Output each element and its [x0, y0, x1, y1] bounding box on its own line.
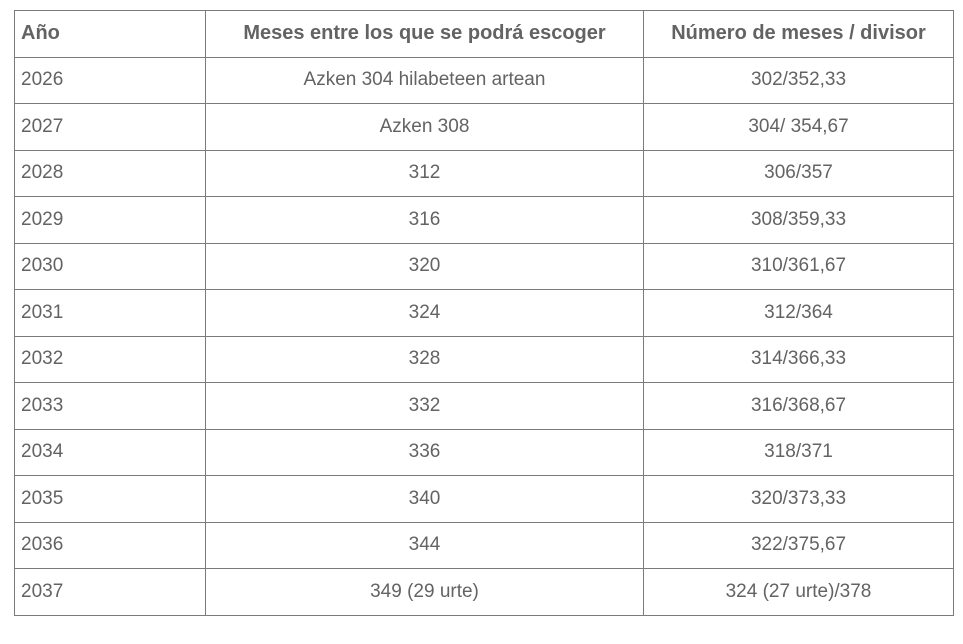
- divisor-cell: 320/373,33: [643, 475, 954, 523]
- months-cell: 336: [205, 428, 644, 476]
- months-cell: Azken 308: [205, 103, 644, 151]
- table-body: 2026 Azken 304 hilabeteen artean 302/352,3…: [14, 56, 954, 616]
- header-row: Año Meses entre los que se podrá escoger…: [14, 10, 954, 58]
- table-row: 2027 Azken 308 304/ 354,67: [14, 103, 954, 151]
- year-cell: 2030: [14, 242, 206, 290]
- year-cell: 2028: [14, 149, 206, 197]
- months-cell: Azken 304 hilabeteen artean: [205, 56, 644, 104]
- months-cell: 328: [205, 335, 644, 383]
- divisor-cell: 318/371: [643, 428, 954, 476]
- divisor-cell: 302/352,33: [643, 56, 954, 104]
- divisor-cell: 308/359,33: [643, 196, 954, 244]
- table-header: Año Meses entre los que se podrá escoger…: [14, 10, 954, 58]
- divisor-cell: 316/368,67: [643, 382, 954, 430]
- table-row: 2035 340 320/373,33: [14, 475, 954, 523]
- data-table: Año Meses entre los que se podrá escoger…: [14, 10, 954, 616]
- table-row: 2032 328 314/366,33: [14, 335, 954, 383]
- months-cell: 316: [205, 196, 644, 244]
- year-cell: 2031: [14, 289, 206, 337]
- months-cell: 332: [205, 382, 644, 430]
- divisor-cell: 306/357: [643, 149, 954, 197]
- divisor-cell: 312/364: [643, 289, 954, 337]
- column-header-year: Año: [14, 10, 206, 58]
- table-row: 2033 332 316/368,67: [14, 382, 954, 430]
- table-row: 2036 344 322/375,67: [14, 521, 954, 569]
- table-row: 2034 336 318/371: [14, 428, 954, 476]
- divisor-cell: 314/366,33: [643, 335, 954, 383]
- months-cell: 340: [205, 475, 644, 523]
- year-cell: 2034: [14, 428, 206, 476]
- column-header-months: Meses entre los que se podrá escoger: [205, 10, 644, 58]
- year-cell: 2033: [14, 382, 206, 430]
- year-cell: 2027: [14, 103, 206, 151]
- table-row: 2026 Azken 304 hilabeteen artean 302/352,3…: [14, 56, 954, 104]
- divisor-cell: 310/361,67: [643, 242, 954, 290]
- table-row: 2031 324 312/364: [14, 289, 954, 337]
- divisor-cell: 322/375,67: [643, 521, 954, 569]
- year-cell: 2035: [14, 475, 206, 523]
- months-cell: 320: [205, 242, 644, 290]
- months-cell: 349 (29 urte): [205, 568, 644, 616]
- year-cell: 2029: [14, 196, 206, 244]
- column-header-divisor: Número de meses / divisor: [643, 10, 954, 58]
- divisor-cell: 304/ 354,67: [643, 103, 954, 151]
- table-row: 2030 320 310/361,67: [14, 242, 954, 290]
- table-row: 2029 316 308/359,33: [14, 196, 954, 244]
- table-row: 2037 349 (29 urte) 324 (27 urte)/378: [14, 568, 954, 616]
- year-cell: 2036: [14, 521, 206, 569]
- months-cell: 324: [205, 289, 644, 337]
- table-row: 2028 312 306/357: [14, 149, 954, 197]
- months-cell: 344: [205, 521, 644, 569]
- year-cell: 2026: [14, 56, 206, 104]
- year-cell: 2032: [14, 335, 206, 383]
- divisor-cell: 324 (27 urte)/378: [643, 568, 954, 616]
- year-cell: 2037: [14, 568, 206, 616]
- months-cell: 312: [205, 149, 644, 197]
